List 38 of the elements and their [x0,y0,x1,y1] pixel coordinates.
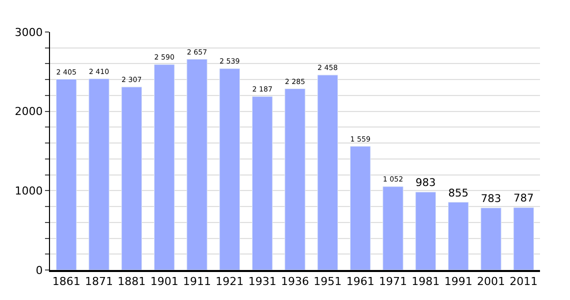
x-tick-label: 1901 [150,275,178,288]
y-tick-label: 1000 [14,184,43,198]
x-tick-label: 2011 [510,275,538,288]
x-tick-label: 2001 [477,275,505,288]
bar [448,202,469,270]
bar [382,186,404,270]
bar [480,208,502,270]
x-tick-label: 1921 [216,275,244,288]
bar [284,88,306,270]
x-tick-label: 1936 [281,275,309,288]
data-label: 783 [480,192,502,205]
x-tick-label: 1961 [346,275,374,288]
x-tick-label: 1911 [183,275,211,288]
y-tick-label: 2000 [14,105,43,118]
data-label: 855 [448,187,468,200]
x-tick-label: 1981 [412,275,440,288]
bar [88,78,110,270]
y-tick-label: 0 [36,264,43,277]
bar [513,207,534,270]
data-label: 787 [514,192,534,205]
bar [350,146,371,270]
x-tick-label: 1871 [85,275,113,288]
x-tick-label: 1951 [314,275,342,288]
bar [186,58,208,270]
bar [219,68,240,270]
bar [121,86,142,270]
x-tick-label: 1991 [444,275,472,288]
data-label: 983 [416,177,436,190]
bar [252,96,273,270]
bar [154,64,175,270]
y-tick-label: 3000 [14,26,43,39]
x-tick-label: 1971 [379,275,407,288]
x-tick-label: 1861 [52,275,80,288]
bar [317,74,338,270]
bar [415,192,436,270]
x-tick-label: 1931 [248,275,276,288]
bar [56,78,77,270]
x-tick-label: 1881 [118,275,146,288]
